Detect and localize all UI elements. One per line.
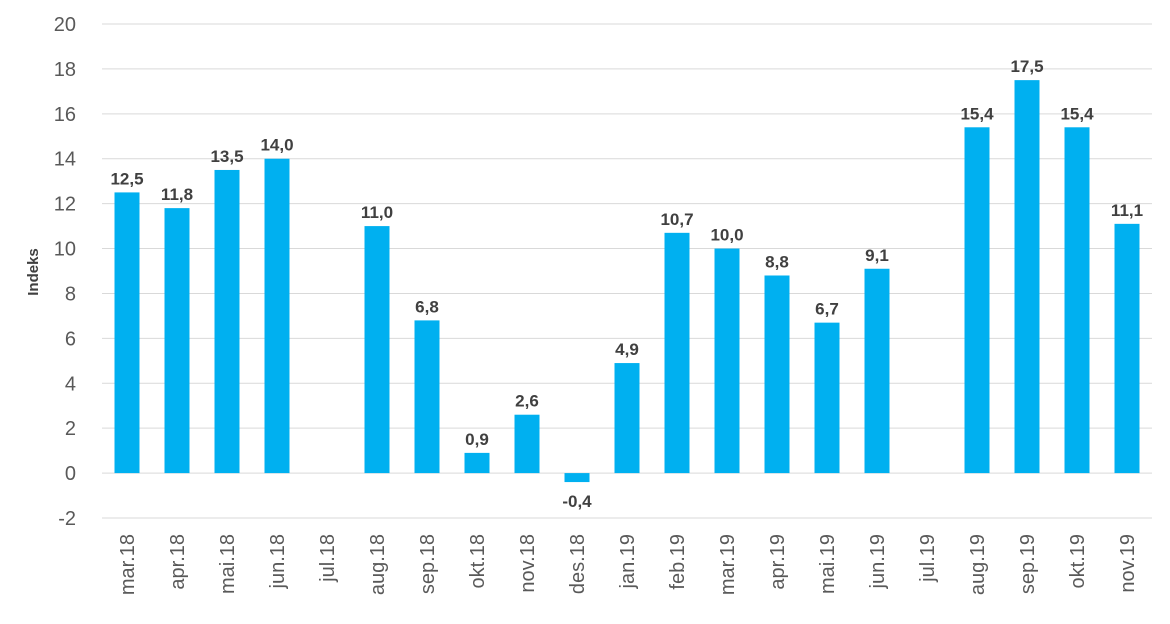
x-tick-label: aug.18 [367,534,389,595]
x-tick-label: sep.19 [1017,534,1039,594]
x-tick-label: jul.18 [317,534,339,583]
data-label: 14,0 [260,136,293,155]
x-tick-label: jun.19 [867,534,889,590]
y-tick-label: 16 [54,104,76,126]
data-label: 11,8 [161,185,193,204]
bar [114,192,140,474]
x-tick-label: mar.18 [117,534,139,595]
bar [764,275,790,474]
y-tick-label: -2 [58,508,76,530]
bar [864,268,890,474]
x-tick-label: feb.19 [667,534,689,590]
bar [464,452,490,474]
x-tick-label: mai.18 [217,534,239,594]
bar [714,248,740,474]
y-tick-label: 18 [54,59,76,81]
bars [114,80,1140,483]
data-label: 11,1 [1111,201,1143,220]
y-axis-ticks: -2 0 2 4 6 8 10 12 14 16 18 20 [54,14,76,530]
x-tick-label: jul.19 [917,534,939,583]
bar [214,169,240,474]
bar [564,473,590,483]
x-tick-label: jan.19 [617,534,639,590]
y-tick-label: 4 [65,373,76,395]
x-tick-label: sep.18 [417,534,439,594]
bar [1114,223,1140,474]
bar [264,158,290,474]
data-label: 10,7 [660,210,693,229]
bar [814,322,840,474]
data-label: 12,5 [110,169,143,188]
bar [1014,80,1040,474]
data-label: 17,5 [1010,57,1043,76]
bar [164,208,190,474]
data-label: 10,0 [710,226,743,245]
data-label: 6,8 [415,297,439,316]
y-axis-title: Indeks [25,248,42,296]
data-label: 13,5 [210,147,243,166]
data-label: 2,6 [515,392,539,411]
bar [414,320,440,474]
data-label: 6,7 [815,300,839,319]
x-tick-label: okt.18 [467,534,489,588]
data-label: 4,9 [615,340,639,359]
x-tick-label: okt.19 [1067,534,1089,588]
y-tick-label: 6 [65,328,76,350]
data-label: -0,4 [562,492,592,511]
x-tick-label: jun.18 [267,534,289,590]
bar [614,363,640,474]
x-tick-label: nov.18 [517,534,539,593]
bar [364,226,390,474]
bar [1064,127,1090,474]
y-tick-label: 12 [54,194,76,216]
y-tick-label: 2 [65,418,76,440]
x-tick-label: des.18 [567,534,589,594]
data-labels: 12,5 11,8 13,5 14,0 11,0 6,8 0,9 2,6 -0,4 4,9 10,7… [110,57,1143,511]
bar [964,127,990,474]
data-label: 9,1 [865,246,889,265]
x-tick-label: apr.19 [767,534,789,590]
x-tick-label: apr.18 [167,534,189,590]
x-tick-label: aug.19 [967,534,989,595]
data-label: 15,4 [1060,104,1094,123]
data-label: 11,0 [361,203,393,222]
y-tick-label: 10 [54,239,76,261]
y-tick-label: 20 [54,14,76,36]
data-label: 0,9 [465,430,489,449]
x-tick-label: mai.19 [817,534,839,594]
data-label: 15,4 [960,104,994,123]
y-tick-label: 14 [54,149,76,171]
bar [514,414,540,474]
x-tick-label: mar.19 [717,534,739,595]
x-axis-ticks: mar.18 apr.18 mai.18 jun.18 jul.18 aug.18 sep.… [117,534,1139,595]
data-label: 8,8 [765,252,789,271]
y-tick-label: 8 [65,283,76,305]
x-tick-label: nov.19 [1117,534,1139,593]
y-tick-label: 0 [65,463,76,485]
bar [664,232,690,474]
